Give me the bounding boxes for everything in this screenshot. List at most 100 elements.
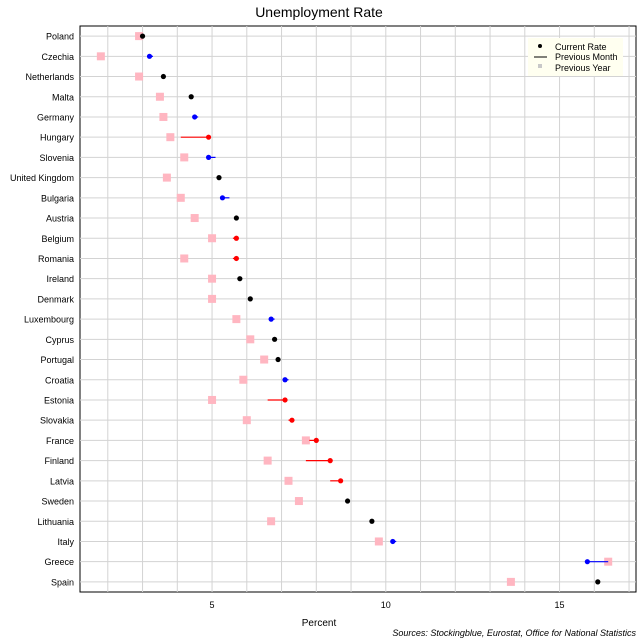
current-rate-point	[595, 579, 601, 585]
current-rate-point	[282, 377, 288, 383]
grid	[80, 26, 636, 592]
previous-year-marker	[180, 254, 189, 263]
previous-year-marker	[263, 456, 272, 465]
current-rate-point	[205, 154, 212, 160]
previous-year-marker	[208, 395, 217, 404]
previous-year-marker	[190, 214, 199, 223]
country-label: Greece	[44, 557, 74, 567]
current-rate-point	[205, 134, 212, 140]
previous-year-marker	[176, 193, 185, 202]
current-rate-point	[268, 316, 274, 322]
previous-year-marker	[301, 436, 310, 445]
country-label: Malta	[52, 92, 74, 102]
previous-year-marker	[242, 416, 251, 425]
country-label: Slovenia	[39, 153, 74, 163]
current-rate-point	[327, 458, 333, 464]
previous-year-marker	[166, 133, 175, 142]
current-rate-point	[216, 175, 222, 181]
source-note: Sources: Stockingblue, Eurostat, Office …	[392, 628, 636, 638]
previous-year-marker	[374, 537, 383, 546]
x-tick-label: 10	[381, 600, 391, 610]
current-rate-point	[390, 538, 396, 545]
country-labels: Poland Czechia Netherlands Malta Germany Hung…	[10, 32, 75, 588]
country-label: France	[46, 436, 74, 446]
country-label: Portugal	[40, 355, 74, 365]
current-rate-point	[188, 94, 194, 100]
x-tick-label: 5	[210, 600, 215, 610]
country-label: Poland	[46, 32, 74, 42]
country-label: Hungary	[40, 133, 75, 143]
country-label: Latvia	[50, 476, 74, 486]
previous-year-marker	[96, 52, 105, 61]
country-label: Lithuania	[37, 517, 74, 527]
current-rate-point	[139, 33, 146, 39]
current-rate-point	[282, 397, 288, 403]
current-rate-point	[237, 276, 243, 282]
current-rate-point	[338, 478, 344, 484]
current-rate-point	[233, 215, 239, 221]
previous-year-marker	[239, 375, 248, 384]
country-label: Italy	[57, 537, 74, 547]
current-rate-point	[275, 356, 281, 363]
country-label: Estonia	[44, 395, 74, 405]
country-label: Netherlands	[25, 72, 74, 82]
current-rate-point	[146, 53, 153, 59]
previous-year-marker	[246, 335, 255, 344]
previous-year-marker	[294, 497, 303, 506]
previous-year-marker	[155, 92, 164, 101]
previous-year-marker	[180, 153, 189, 162]
current-rate-points	[139, 33, 601, 585]
legend-current-label: Current Rate	[555, 42, 607, 52]
country-label: Slovakia	[40, 416, 74, 426]
current-rate-point	[584, 559, 590, 565]
legend: Current Rate Previous Month Previous Yea…	[528, 38, 623, 76]
current-rate-point	[160, 73, 166, 80]
legend-month-label: Previous Month	[555, 52, 618, 62]
plot-area	[79, 25, 637, 593]
previous-year-marker	[267, 517, 276, 526]
current-rate-point	[219, 195, 226, 201]
current-rate-point	[369, 518, 375, 524]
previous-year-marker	[135, 32, 144, 41]
previous-year-marker	[135, 72, 144, 81]
previous-year-marker	[208, 294, 217, 303]
previous-year-marker	[232, 315, 241, 324]
country-label: Germany	[37, 112, 75, 122]
country-label: Romania	[38, 254, 74, 264]
previous-year-marker	[159, 112, 168, 121]
current-rate-point	[289, 417, 295, 423]
country-label: Finland	[44, 456, 74, 466]
current-rate-point	[272, 336, 278, 342]
previous-year-marker	[260, 355, 269, 364]
country-label: United Kingdom	[10, 173, 74, 183]
current-rate-point	[192, 114, 198, 120]
country-label: Sweden	[41, 497, 74, 507]
previous-year-marker	[162, 173, 171, 182]
country-label: Croatia	[45, 375, 74, 385]
legend-year-label: Previous Year	[555, 63, 611, 73]
previous-year-marker	[506, 577, 515, 586]
x-tick-label: 15	[555, 600, 565, 610]
previous-year-marker	[208, 274, 217, 283]
country-label: Czechia	[41, 52, 74, 62]
country-label: Cyprus	[45, 335, 74, 345]
country-label: Austria	[46, 214, 74, 224]
legend-year-marker	[538, 64, 542, 68]
current-rate-point	[313, 437, 319, 443]
x-axis-label: Percent	[302, 618, 337, 629]
country-label: Denmark	[37, 294, 74, 304]
current-rate-point	[344, 498, 351, 504]
chart-title: Unemployment Rate	[255, 4, 383, 20]
current-rate-point	[247, 296, 253, 302]
previous-year-markers	[96, 32, 613, 586]
x-tick-labels: 5 10 15	[210, 600, 565, 610]
legend-current-marker	[538, 44, 542, 48]
previous-year-marker	[208, 234, 217, 243]
country-label: Ireland	[46, 274, 74, 284]
current-rate-point	[233, 255, 239, 262]
country-label: Belgium	[41, 234, 74, 244]
country-label: Luxembourg	[24, 315, 74, 325]
previous-year-marker	[284, 476, 293, 485]
country-label: Spain	[51, 577, 74, 587]
